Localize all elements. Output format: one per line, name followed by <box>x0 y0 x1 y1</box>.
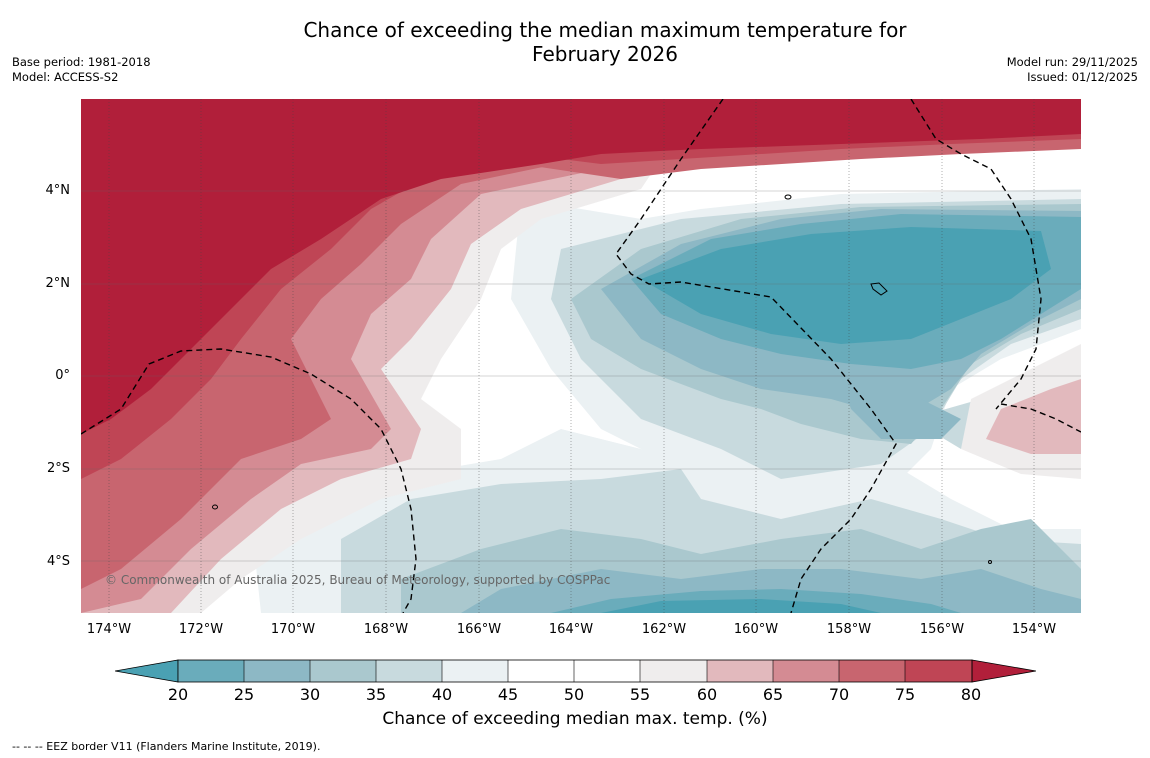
lat-gridlines <box>81 190 1081 562</box>
lon-label-170w: 170°W <box>270 622 316 637</box>
lon-label-154w: 154°W <box>1011 622 1057 637</box>
lat-label-2n: 2°N <box>45 276 71 291</box>
lon-label-168w: 168°W <box>363 622 409 637</box>
eez-border-southeast <box>1000 403 1081 433</box>
lon-label-164w: 164°W <box>548 622 594 637</box>
cb-segment-40-45 <box>442 660 508 682</box>
cb-segment-70-75 <box>839 660 905 682</box>
cb-tick-55: 55 <box>629 685 651 704</box>
cb-segment-30-35 <box>310 660 376 682</box>
band-above-80 <box>81 99 1081 434</box>
copyright-notice: © Commonwealth of Australia 2025, Bureau… <box>105 573 611 587</box>
issued-date: Issued: 01/12/2025 <box>1027 70 1138 84</box>
title-line-2: February 2026 <box>532 42 678 66</box>
cb-segment-above80 <box>971 659 1036 683</box>
cb-tick-40: 40 <box>431 685 453 704</box>
lat-label-0: 0° <box>55 368 70 383</box>
lat-label-4s: 4°S <box>46 554 70 569</box>
colorbar-label: Chance of exceeding median max. temp. (%… <box>382 709 768 729</box>
lat-label-4n: 4°N <box>45 183 71 198</box>
cb-segment-35-40 <box>376 660 442 682</box>
lon-label-158w: 158°W <box>826 622 872 637</box>
cb-segment-65-70 <box>773 660 839 682</box>
cb-segment-60-65 <box>707 660 773 682</box>
cb-segment-20-25 <box>178 660 244 682</box>
title-line-1: Chance of exceeding the median maximum t… <box>303 18 907 42</box>
island-4 <box>988 560 992 564</box>
cb-tick-70: 70 <box>828 685 850 704</box>
lon-label-172w: 172°W <box>178 622 224 637</box>
cb-segment-75-80 <box>905 660 972 682</box>
cb-tick-60: 60 <box>696 685 718 704</box>
cb-outline <box>177 659 973 683</box>
model-name: Model: ACCESS-S2 <box>12 70 119 84</box>
colorbar <box>115 659 1036 683</box>
band-25-30-mid <box>841 379 961 439</box>
island-2 <box>870 282 888 296</box>
probability-map <box>81 99 1081 613</box>
cb-segment-45-50 <box>508 660 574 682</box>
cb-segment-25-30 <box>244 660 310 682</box>
lon-label-156w: 156°W <box>919 622 965 637</box>
base-period: Base period: 1981-2018 <box>12 55 151 69</box>
lon-label-166w: 166°W <box>456 622 502 637</box>
cb-tick-65: 65 <box>762 685 784 704</box>
cb-tick-25: 25 <box>233 685 255 704</box>
model-run: Model run: 29/11/2025 <box>1006 55 1138 69</box>
map-title: Chance of exceeding the median maximum t… <box>230 18 980 66</box>
cb-tick-20: 20 <box>167 685 189 704</box>
cb-tick-80: 80 <box>960 685 982 704</box>
cb-tick-50: 50 <box>563 685 585 704</box>
eez-border-west <box>81 348 417 613</box>
eez-border-central <box>615 99 897 613</box>
cb-tick-75: 75 <box>894 685 916 704</box>
eez-border-east <box>910 99 1042 410</box>
cb-tick-35: 35 <box>365 685 387 704</box>
cb-tick-45: 45 <box>497 685 519 704</box>
footer-legend: -- -- -- EEZ border V11 (Flanders Marine… <box>12 740 321 753</box>
lon-label-160w: 160°W <box>733 622 779 637</box>
lon-label-174w: 174°W <box>86 622 132 637</box>
eez-borders <box>81 99 1081 613</box>
cb-tick-30: 30 <box>299 685 321 704</box>
band-below-20 <box>641 227 1051 344</box>
lon-label-162w: 162°W <box>641 622 687 637</box>
band-60-65-east <box>986 379 1081 454</box>
meta-right: Model run: 29/11/2025 Issued: 01/12/2025 <box>1007 55 1138 85</box>
band-below-20-south <box>601 599 881 613</box>
cb-segment-below20 <box>115 659 179 683</box>
islands <box>212 194 992 564</box>
cb-dividers <box>243 660 906 682</box>
island-3 <box>212 504 218 510</box>
lat-label-2s: 2°S <box>46 461 70 476</box>
meta-left: Base period: 1981-2018 Model: ACCESS-S2 <box>12 55 151 85</box>
cb-segment-50-55 <box>574 660 640 682</box>
island-1 <box>784 194 792 200</box>
cb-segment-55-60 <box>640 660 707 682</box>
